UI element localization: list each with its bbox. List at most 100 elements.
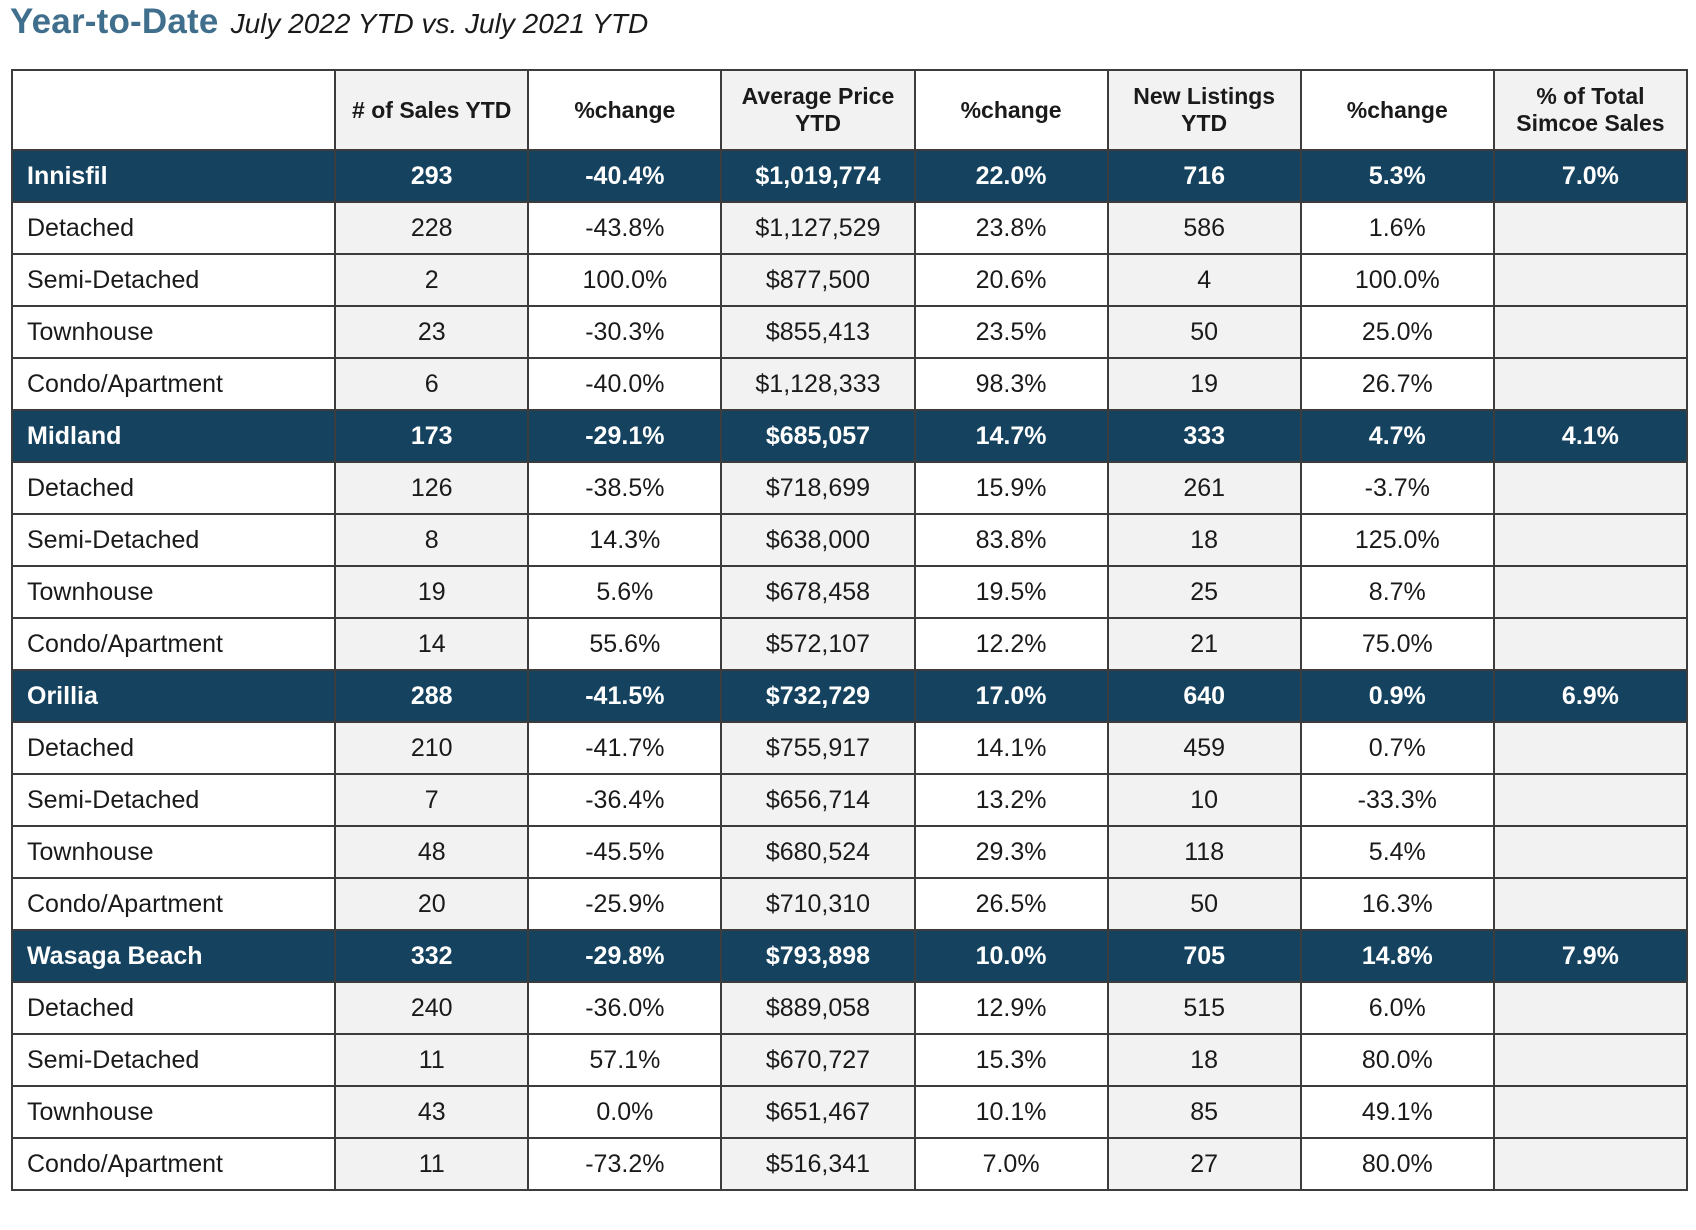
property-type-cell: Townhouse — [10, 565, 337, 619]
area-sales-cell: 288 — [334, 669, 530, 723]
property-type-row: Detached 126 -38.5% $718,699 15.9% 261 -3.7% — [10, 461, 1689, 515]
type-new-listings-change-cell: 6.0% — [1299, 981, 1495, 1035]
type-new-listings-change-cell: 49.1% — [1299, 1085, 1495, 1139]
type-sales-change-cell: -25.9% — [527, 877, 723, 931]
area-sales-cell: 293 — [334, 149, 530, 203]
type-sales-cell: 43 — [334, 1085, 530, 1139]
type-new-listings-cell: 4 — [1106, 253, 1302, 307]
type-sales-cell: 48 — [334, 825, 530, 879]
type-avg-price-change-cell: 15.3% — [913, 1033, 1109, 1087]
column-header-new-listings-change: %change — [1299, 69, 1495, 151]
type-sales-change-cell: -73.2% — [527, 1137, 723, 1191]
area-sales-change-cell: -40.4% — [527, 149, 723, 203]
property-type-cell: Townhouse — [10, 305, 337, 359]
property-type-row: Condo/Apartment 11 -73.2% $516,341 7.0% 27 80.… — [10, 1137, 1689, 1191]
type-sales-cell: 228 — [334, 201, 530, 255]
type-new-listings-cell: 19 — [1106, 357, 1302, 411]
type-simcoe-share-cell — [1492, 1085, 1689, 1139]
type-new-listings-cell: 85 — [1106, 1085, 1302, 1139]
type-avg-price-cell: $651,467 — [720, 1085, 916, 1139]
page-title: Year-to-Date — [10, 2, 219, 41]
type-avg-price-cell: $1,128,333 — [720, 357, 916, 411]
type-new-listings-cell: 50 — [1106, 305, 1302, 359]
type-avg-price-change-cell: 26.5% — [913, 877, 1109, 931]
type-avg-price-change-cell: 13.2% — [913, 773, 1109, 827]
column-header-sales: # of Sales YTD — [334, 69, 530, 151]
property-type-row: Townhouse 23 -30.3% $855,413 23.5% 50 25.0% — [10, 305, 1689, 359]
type-avg-price-change-cell: 23.8% — [913, 201, 1109, 255]
type-sales-change-cell: -30.3% — [527, 305, 723, 359]
type-simcoe-share-cell — [1492, 981, 1689, 1035]
type-sales-cell: 210 — [334, 721, 530, 775]
type-sales-change-cell: -36.0% — [527, 981, 723, 1035]
type-simcoe-share-cell — [1492, 201, 1689, 255]
type-avg-price-change-cell: 19.5% — [913, 565, 1109, 619]
property-type-cell: Condo/Apartment — [10, 357, 337, 411]
property-type-row: Detached 210 -41.7% $755,917 14.1% 459 0.7% — [10, 721, 1689, 775]
area-avg-price-cell: $732,729 — [720, 669, 916, 723]
property-type-cell: Semi-Detached — [10, 253, 337, 307]
type-simcoe-share-cell — [1492, 877, 1689, 931]
type-sales-cell: 6 — [334, 357, 530, 411]
area-sales-change-cell: -29.1% — [527, 409, 723, 463]
area-name-cell: Innisfil — [10, 149, 337, 203]
type-sales-change-cell: 5.6% — [527, 565, 723, 619]
type-sales-cell: 7 — [334, 773, 530, 827]
area-name-cell: Midland — [10, 409, 337, 463]
type-sales-change-cell: 14.3% — [527, 513, 723, 567]
type-sales-cell: 8 — [334, 513, 530, 567]
property-type-cell: Semi-Detached — [10, 773, 337, 827]
property-type-cell: Townhouse — [10, 825, 337, 879]
type-new-listings-change-cell: -3.7% — [1299, 461, 1495, 515]
type-new-listings-cell: 25 — [1106, 565, 1302, 619]
type-new-listings-cell: 459 — [1106, 721, 1302, 775]
type-new-listings-cell: 261 — [1106, 461, 1302, 515]
area-new-listings-change-cell: 5.3% — [1299, 149, 1495, 203]
type-sales-cell: 14 — [334, 617, 530, 671]
type-avg-price-cell: $516,341 — [720, 1137, 916, 1191]
property-type-cell: Condo/Apartment — [10, 617, 337, 671]
area-sales-change-cell: -29.8% — [527, 929, 723, 983]
type-avg-price-cell: $656,714 — [720, 773, 916, 827]
type-avg-price-cell: $718,699 — [720, 461, 916, 515]
type-simcoe-share-cell — [1492, 461, 1689, 515]
type-avg-price-change-cell: 29.3% — [913, 825, 1109, 879]
property-type-cell: Detached — [10, 461, 337, 515]
column-header-new-listings: New Listings YTD — [1106, 69, 1302, 151]
type-new-listings-cell: 27 — [1106, 1137, 1302, 1191]
area-summary-row: Wasaga Beach 332 -29.8% $793,898 10.0% 705 14.… — [10, 929, 1689, 983]
area-name-cell: Orillia — [10, 669, 337, 723]
type-new-listings-change-cell: 0.7% — [1299, 721, 1495, 775]
page-heading: Year-to-Date July 2022 YTD vs. July 2021… — [10, 2, 648, 46]
column-header-sales-change: %change — [527, 69, 723, 151]
type-new-listings-change-cell: 8.7% — [1299, 565, 1495, 619]
property-type-cell: Detached — [10, 721, 337, 775]
type-sales-cell: 11 — [334, 1137, 530, 1191]
type-sales-change-cell: -36.4% — [527, 773, 723, 827]
area-name-cell: Wasaga Beach — [10, 929, 337, 983]
type-simcoe-share-cell — [1492, 253, 1689, 307]
type-sales-change-cell: -40.0% — [527, 357, 723, 411]
type-sales-change-cell: -41.7% — [527, 721, 723, 775]
property-type-row: Detached 228 -43.8% $1,127,529 23.8% 586 1.6% — [10, 201, 1689, 255]
area-simcoe-share-cell: 4.1% — [1492, 409, 1689, 463]
property-type-row: Condo/Apartment 20 -25.9% $710,310 26.5% 50 16… — [10, 877, 1689, 931]
type-avg-price-change-cell: 15.9% — [913, 461, 1109, 515]
area-avg-price-change-cell: 14.7% — [913, 409, 1109, 463]
table-body: Innisfil 293 -40.4% $1,019,774 22.0% 716 5.3% 7… — [10, 149, 1689, 1191]
property-type-cell: Condo/Apartment — [10, 1137, 337, 1191]
property-type-row: Townhouse 19 5.6% $678,458 19.5% 25 8.7% — [10, 565, 1689, 619]
type-avg-price-change-cell: 98.3% — [913, 357, 1109, 411]
header-row: # of Sales YTD %change Average Price YTD… — [10, 69, 1689, 151]
area-sales-change-cell: -41.5% — [527, 669, 723, 723]
property-type-row: Semi-Detached 8 14.3% $638,000 83.8% 18 125.0% — [10, 513, 1689, 567]
column-header-blank — [10, 69, 337, 151]
type-avg-price-change-cell: 14.1% — [913, 721, 1109, 775]
type-new-listings-cell: 586 — [1106, 201, 1302, 255]
type-sales-change-cell: -45.5% — [527, 825, 723, 879]
type-avg-price-cell: $680,524 — [720, 825, 916, 879]
column-header-avg-price: Average Price YTD — [720, 69, 916, 151]
type-avg-price-cell: $572,107 — [720, 617, 916, 671]
area-new-listings-cell: 333 — [1106, 409, 1302, 463]
type-new-listings-change-cell: 26.7% — [1299, 357, 1495, 411]
